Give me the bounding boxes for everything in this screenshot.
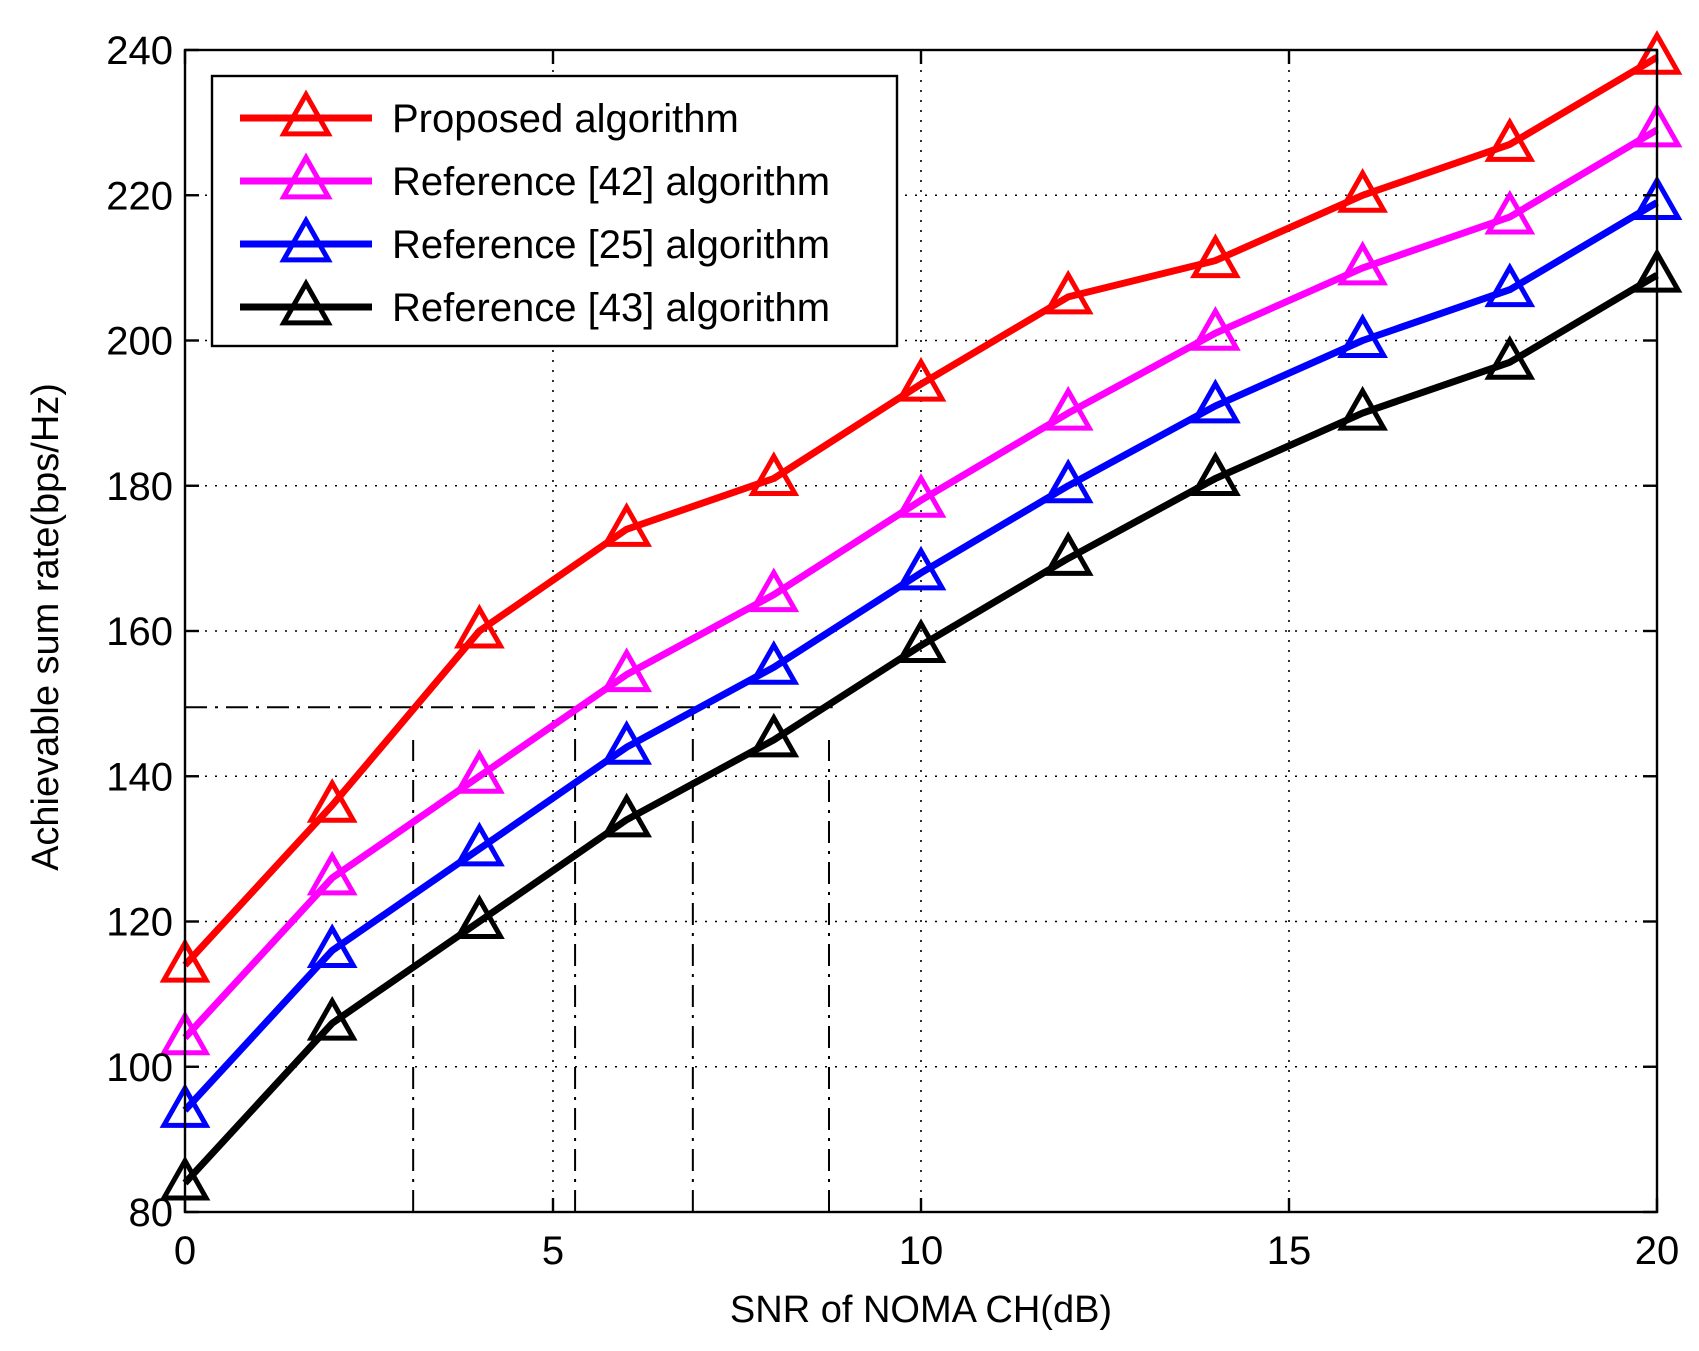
data-point-s1-4 bbox=[748, 451, 800, 496]
x-tick-label-4: 20 bbox=[1635, 1229, 1680, 1273]
series-line-1 bbox=[182, 54, 1659, 968]
axes: 0 5 10 15 20 80 100 120 140 160 180 200 220 240 bbox=[106, 29, 1679, 1273]
y-tick-label-5: 180 bbox=[106, 465, 173, 509]
y-tick-label-7: 220 bbox=[106, 174, 173, 218]
data-point-s1-9 bbox=[1484, 117, 1536, 162]
series-3 bbox=[159, 175, 1683, 1128]
y-axis-label: Achievable sum rate(bps/Hz) bbox=[25, 383, 67, 871]
legend-marker-3 bbox=[279, 215, 333, 263]
data-point-s4-5 bbox=[895, 618, 947, 664]
legend-label-1: Proposed algorithm bbox=[392, 97, 739, 141]
series-4 bbox=[159, 247, 1683, 1201]
data-series bbox=[159, 30, 1683, 1201]
data-point-s3-3 bbox=[601, 720, 652, 765]
data-point-s2-7 bbox=[1190, 306, 1241, 351]
data-point-s3-4 bbox=[748, 640, 800, 685]
grid bbox=[185, 50, 1657, 1212]
data-point-s1-8 bbox=[1337, 168, 1388, 213]
data-point-s3-9 bbox=[1484, 262, 1536, 308]
legend-entry-2: Reference [42] algorithm bbox=[240, 152, 830, 204]
legend: Proposed algorithm Reference [42] algorit… bbox=[210, 74, 899, 348]
data-point-s3-2 bbox=[454, 821, 505, 867]
y-tick-label-0: 80 bbox=[129, 1191, 174, 1235]
series-1 bbox=[159, 30, 1683, 983]
data-point-s2-8 bbox=[1337, 240, 1388, 286]
data-point-s2-3 bbox=[601, 647, 652, 693]
data-point-s3-5 bbox=[895, 545, 947, 591]
data-point-s1-5 bbox=[895, 356, 947, 402]
legend-marker-1 bbox=[279, 89, 333, 137]
data-point-s4-9 bbox=[1484, 335, 1536, 380]
y-tick-label-2: 120 bbox=[106, 901, 173, 945]
y-tick-label-1: 100 bbox=[106, 1046, 173, 1090]
data-point-s2-4 bbox=[748, 567, 800, 613]
legend-entry-4: Reference [43] algorithm bbox=[240, 278, 830, 330]
data-point-s4-1 bbox=[306, 995, 358, 1041]
legend-label-4: Reference [43] algorithm bbox=[392, 286, 830, 330]
data-point-s4-2 bbox=[454, 894, 505, 939]
data-point-s4-3 bbox=[601, 792, 652, 838]
data-point-s3-7 bbox=[1190, 378, 1241, 424]
legend-label-2: Reference [42] algorithm bbox=[392, 160, 830, 204]
x-tick-label-1: 5 bbox=[542, 1229, 564, 1273]
series-line-4 bbox=[182, 272, 1659, 1186]
x-tick-label-2: 10 bbox=[899, 1229, 944, 1273]
legend-entry-3: Reference [25] algorithm bbox=[240, 215, 830, 267]
data-point-s4-4 bbox=[748, 712, 800, 758]
data-point-s1-2 bbox=[454, 603, 505, 649]
data-point-s4-7 bbox=[1190, 451, 1241, 496]
y-tick-label-4: 160 bbox=[106, 610, 173, 654]
data-point-s3-8 bbox=[1337, 313, 1388, 358]
data-point-s3-6 bbox=[1042, 458, 1094, 504]
y-tick-label-8: 240 bbox=[106, 29, 173, 73]
data-point-s2-5 bbox=[895, 473, 947, 518]
series-line-3 bbox=[182, 199, 1659, 1113]
data-point-s1-6 bbox=[1042, 269, 1094, 315]
data-point-s2-1 bbox=[306, 850, 358, 896]
x-axis-label: SNR of NOMA CH(dB) bbox=[730, 1289, 1112, 1331]
data-point-s1-3 bbox=[601, 502, 652, 547]
y-tick-label-3: 140 bbox=[106, 755, 173, 799]
data-point-s1-7 bbox=[1190, 233, 1241, 279]
legend-entry-1: Proposed algorithm bbox=[240, 89, 739, 141]
x-tick-label-3: 15 bbox=[1267, 1229, 1312, 1273]
data-point-s4-6 bbox=[1042, 531, 1094, 576]
y-tick-label-6: 200 bbox=[106, 320, 173, 364]
series-line-2 bbox=[182, 126, 1659, 1041]
x-tick-label-0: 0 bbox=[174, 1229, 196, 1273]
legend-marker-4 bbox=[279, 278, 333, 326]
data-point-s3-1 bbox=[306, 923, 358, 969]
legend-label-3: Reference [25] algorithm bbox=[392, 223, 830, 267]
data-point-s4-8 bbox=[1337, 385, 1388, 431]
data-point-s2-2 bbox=[454, 749, 505, 794]
data-point-s2-6 bbox=[1042, 385, 1094, 431]
reference-lines bbox=[185, 706, 833, 1212]
data-point-s2-9 bbox=[1484, 189, 1536, 235]
legend-marker-2 bbox=[279, 152, 333, 200]
data-point-s1-1 bbox=[306, 778, 358, 823]
